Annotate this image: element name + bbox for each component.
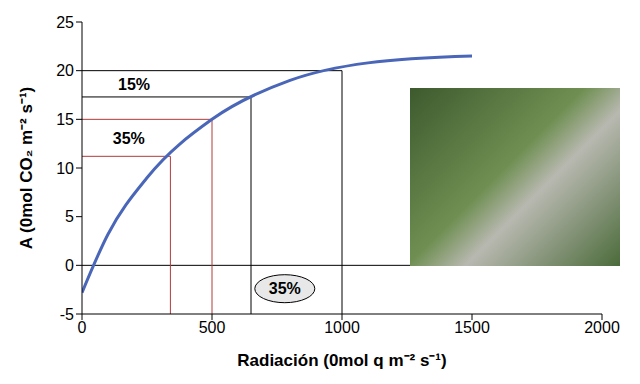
svg-text:1000: 1000 <box>324 319 360 336</box>
svg-text:20: 20 <box>56 62 74 79</box>
svg-text:500: 500 <box>199 319 226 336</box>
svg-text:35%: 35% <box>269 280 301 297</box>
svg-text:15%: 15% <box>118 76 150 93</box>
svg-text:2000: 2000 <box>584 319 620 336</box>
svg-text:1500: 1500 <box>454 319 490 336</box>
svg-text:25: 25 <box>56 14 74 31</box>
svg-text:-5: -5 <box>60 306 74 323</box>
svg-text:35%: 35% <box>113 130 145 147</box>
svg-text:A (0mol CO₂ m⁻² s⁻¹): A (0mol CO₂ m⁻² s⁻¹) <box>17 87 36 250</box>
svg-text:10: 10 <box>56 160 74 177</box>
svg-text:Radiación (0mol q m⁻² s⁻¹): Radiación (0mol q m⁻² s⁻¹) <box>237 351 446 370</box>
svg-text:15: 15 <box>56 111 74 128</box>
svg-text:0: 0 <box>65 257 74 274</box>
svg-text:0: 0 <box>78 319 87 336</box>
svg-text:5: 5 <box>65 208 74 225</box>
